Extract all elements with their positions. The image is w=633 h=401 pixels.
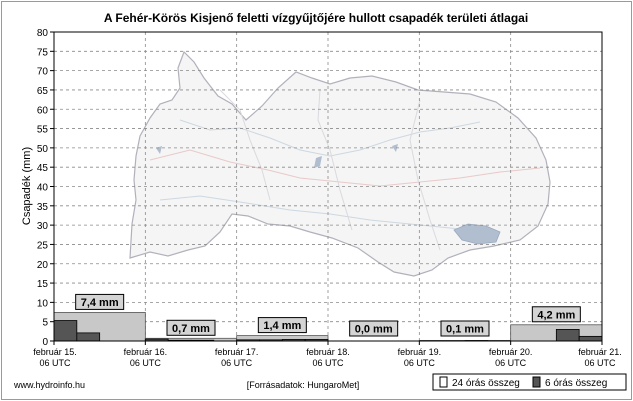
site-url: www.hydroinfo.hu xyxy=(13,380,85,390)
bar-6h xyxy=(555,329,580,342)
bar-label-box xyxy=(531,306,581,323)
x-tick-label: 06 UTC xyxy=(221,358,253,368)
legend-box xyxy=(432,373,627,391)
y-tick-label: 50 xyxy=(37,144,49,155)
legend-label-24h: 24 órás összeg xyxy=(452,378,520,389)
y-axis-label: Csapadék (mm) xyxy=(21,147,33,225)
bar-label-box xyxy=(257,317,307,334)
y-tick-label: 55 xyxy=(37,125,49,136)
y-tick-label: 70 xyxy=(37,67,49,78)
x-tick-label: február 16. xyxy=(124,347,168,357)
bar-value-label: 0,1 mm xyxy=(446,324,484,336)
x-tick-label: 06 UTC xyxy=(404,358,436,368)
bar-label-box xyxy=(166,319,216,336)
x-tick-label: 06 UTC xyxy=(584,358,616,368)
x-tick-label: 06 UTC xyxy=(39,358,71,368)
legend-swatch-6h xyxy=(532,376,541,388)
x-tick-label: február 20. xyxy=(489,347,533,357)
y-tick-label: 35 xyxy=(37,202,49,213)
x-tick-label: február 17. xyxy=(215,347,259,357)
bar-label-box xyxy=(75,293,125,310)
x-tick-label: 06 UTC xyxy=(495,358,527,368)
y-tick-label: 80 xyxy=(37,28,49,39)
data-source: [Forrásadatok: HungaroMet] xyxy=(247,380,360,390)
y-tick-label: 40 xyxy=(37,183,49,194)
x-tick-label: 06 UTC xyxy=(130,358,162,368)
bar-value-label: 1,4 mm xyxy=(263,320,301,332)
y-tick-label: 0 xyxy=(42,337,48,348)
bar-value-label: 7,4 mm xyxy=(81,297,119,309)
y-tick-label: 15 xyxy=(37,279,49,290)
x-tick-label: február 18. xyxy=(306,347,350,357)
x-tick-label: február 19. xyxy=(398,347,442,357)
legend-label-6h: 6 órás összeg xyxy=(545,378,607,389)
y-tick-label: 45 xyxy=(37,163,49,174)
bar-value-label: 0,0 mm xyxy=(355,324,393,336)
y-tick-label: 65 xyxy=(37,86,49,97)
y-tick-label: 5 xyxy=(42,318,48,329)
legend-swatch-24h xyxy=(439,376,448,388)
chart-title: A Fehér-Körös Kisjenő feletti vízgyűjtőj… xyxy=(104,11,528,25)
bar-6h xyxy=(76,332,101,342)
bar-label-box xyxy=(349,320,399,337)
bar-value-label: 0,7 mm xyxy=(172,323,210,335)
x-tick-label: 06 UTC xyxy=(312,358,344,368)
bar-value-labels: 7,4 mm 0,7 mm 1,4 mm 0,0 mm 0,1 mm 4,2 mm xyxy=(75,293,581,337)
bar-6h xyxy=(53,320,78,342)
y-tick-label: 10 xyxy=(37,298,49,309)
bar-value-label: 4,2 mm xyxy=(537,309,575,321)
bar-6h xyxy=(578,335,603,342)
basin-map-image xyxy=(129,50,551,277)
y-tick-label: 30 xyxy=(37,221,49,232)
x-tick-label: február 15. xyxy=(33,347,77,357)
legend: 24 órás összeg 6 órás összeg xyxy=(432,373,627,391)
y-tick-label: 60 xyxy=(37,105,49,116)
x-tick-label: február 21. xyxy=(578,347,622,357)
y-axis: 0 5 10 15 20 25 30 35 40 45 50 55 60 65 70 75 80 xyxy=(37,28,54,348)
bar-label-box xyxy=(440,320,490,337)
y-tick-label: 75 xyxy=(37,47,49,58)
y-tick-label: 20 xyxy=(37,260,49,271)
y-tick-label: 25 xyxy=(37,240,49,251)
